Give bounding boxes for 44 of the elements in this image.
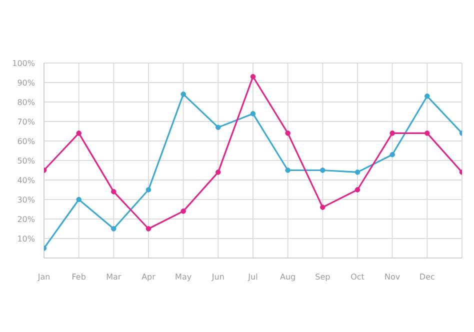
- y-tick-label: 70%: [17, 117, 36, 126]
- point: [76, 196, 82, 202]
- y-tick-label: 30%: [17, 195, 36, 204]
- x-tick-label: Aug: [280, 272, 296, 282]
- x-tick-label: May: [175, 272, 192, 282]
- x-tick-label: Mar: [106, 272, 122, 282]
- y-tick-label: 20%: [17, 214, 36, 224]
- x-tick-label: Oct: [350, 272, 364, 282]
- point: [146, 187, 152, 192]
- x-tick-label: Feb: [72, 272, 86, 282]
- point: [250, 74, 256, 80]
- point: [111, 226, 116, 232]
- x-tick-label: Jan: [36, 272, 50, 282]
- point: [180, 208, 186, 214]
- y-tick-label: 10%: [17, 234, 36, 244]
- point: [424, 94, 430, 99]
- y-tick-label: 50%: [17, 156, 36, 166]
- point: [424, 130, 430, 136]
- x-tick-label: Jun: [210, 272, 224, 282]
- y-tick-label: 90%: [17, 78, 36, 88]
- y-tick-label: 80%: [17, 98, 36, 107]
- point: [390, 130, 395, 136]
- x-tick-label: Apr: [142, 272, 156, 282]
- point: [285, 130, 290, 136]
- point: [320, 168, 326, 173]
- point: [180, 92, 186, 97]
- y-tick-label: 100%: [12, 58, 36, 68]
- x-tick-label: Nov: [384, 272, 400, 282]
- x-tick-label: Dec: [419, 272, 435, 282]
- point: [285, 168, 290, 173]
- point: [146, 226, 152, 232]
- point: [354, 187, 360, 192]
- point: [390, 152, 395, 158]
- x-tick-label: Jul: [247, 272, 258, 282]
- point: [76, 130, 82, 136]
- point: [216, 170, 221, 175]
- point: [216, 124, 221, 130]
- y-tick-label: 40%: [17, 176, 36, 185]
- point: [320, 204, 326, 210]
- x-tick-label: Sep: [315, 272, 330, 282]
- point: [250, 111, 256, 116]
- y-tick-label: 60%: [17, 136, 36, 146]
- point: [354, 170, 360, 175]
- point: [111, 189, 116, 194]
